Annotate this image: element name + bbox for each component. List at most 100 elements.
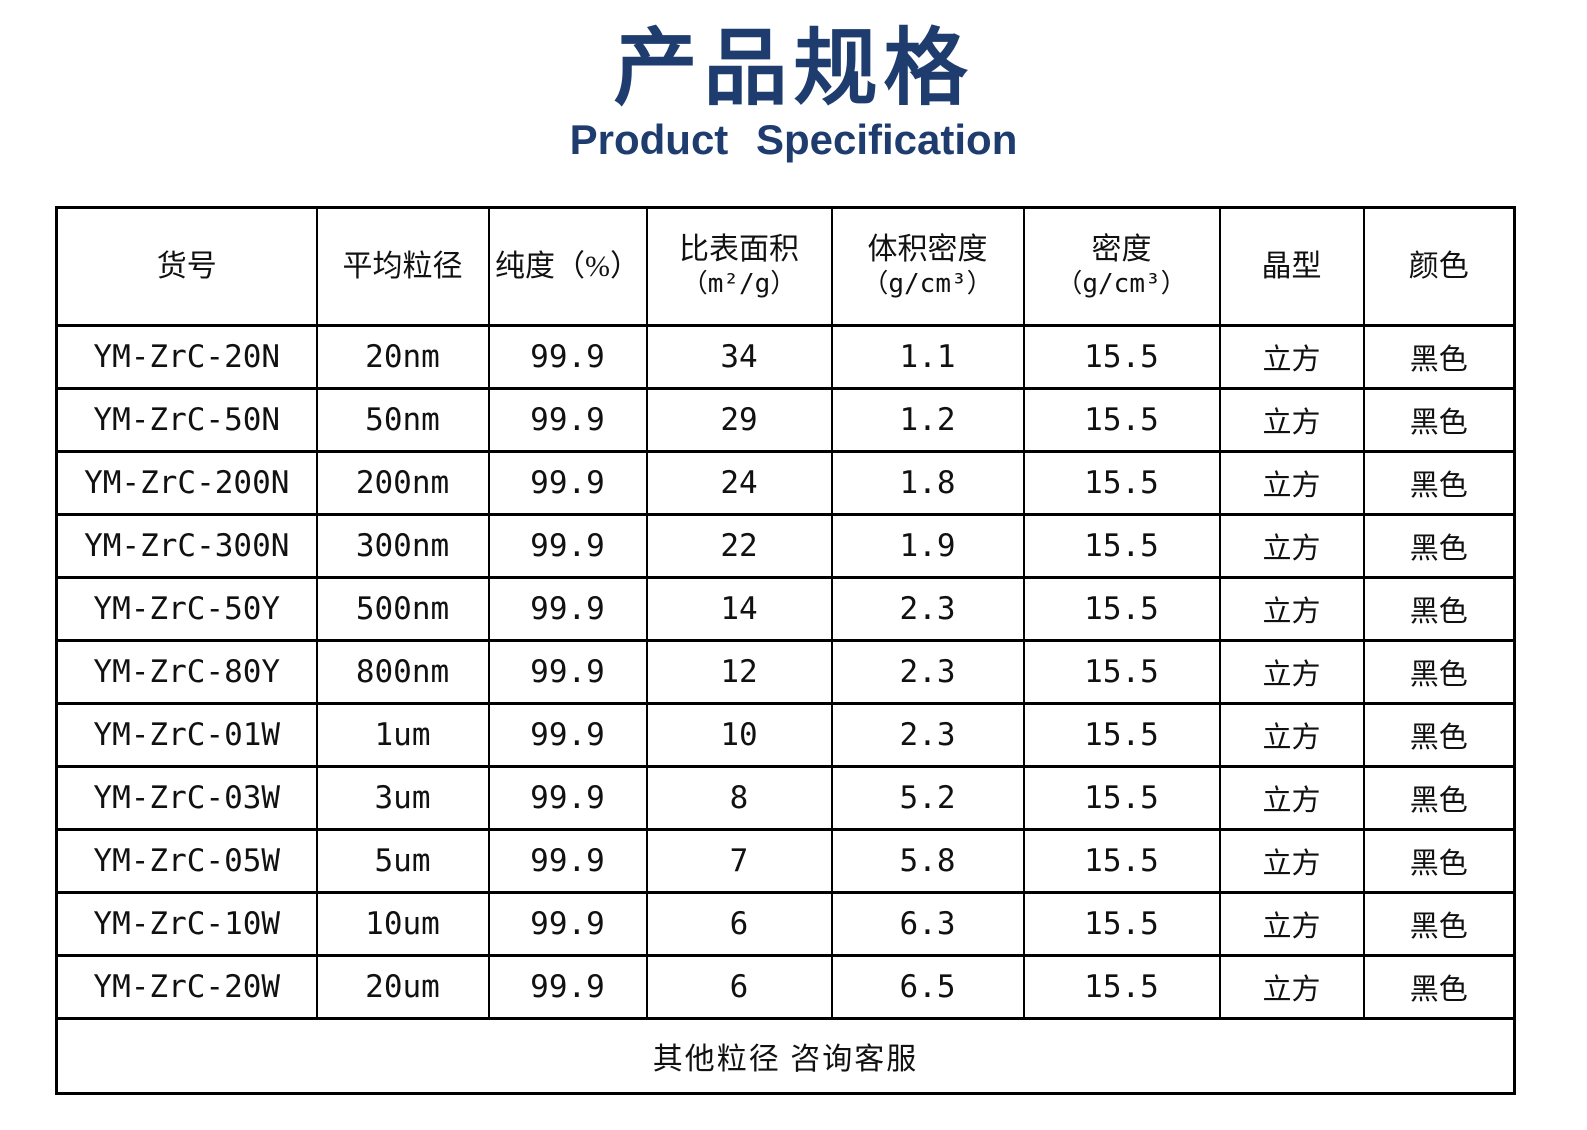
- cell-bulk-density: 6.3: [830, 891, 1025, 957]
- cell-purity: 99.9: [487, 828, 648, 894]
- table-row: YM-ZrC-01W 1um 99.9 10 2.3 15.5 立方 黑色: [55, 702, 1516, 768]
- column-header-crystal-type: 晶型: [1218, 206, 1365, 327]
- cell-bulk-density: 1.8: [830, 450, 1025, 516]
- cell-crystal-type: 立方: [1218, 891, 1365, 957]
- cell-color: 黑色: [1362, 450, 1516, 516]
- cell-surface-area: 7: [645, 828, 833, 894]
- table-footer: 其他粒径 咨询客服: [55, 1017, 1516, 1095]
- cell-bulk-density: 1.2: [830, 387, 1025, 453]
- spec-table-wrap: 货号 平均粒径 纯度（%） 比表面积 （m²/g） 体积密度 （g/cm³） 密度 （g/cm³…: [55, 206, 1516, 1095]
- cell-color: 黑色: [1362, 387, 1516, 453]
- cell-density: 15.5: [1022, 324, 1221, 390]
- cell-purity: 99.9: [487, 639, 648, 705]
- cell-particle-size: 20um: [315, 954, 490, 1020]
- cell-surface-area: 6: [645, 954, 833, 1020]
- cell-crystal-type: 立方: [1218, 954, 1365, 1020]
- cell-density: 15.5: [1022, 765, 1221, 831]
- column-header-label: 密度: [1091, 232, 1152, 266]
- cell-surface-area: 29: [645, 387, 833, 453]
- cell-color: 黑色: [1362, 513, 1516, 579]
- column-header-unit: （g/cm³）: [1056, 269, 1187, 300]
- cell-item-no: YM-ZrC-05W: [55, 828, 318, 894]
- cell-crystal-type: 立方: [1218, 639, 1365, 705]
- cell-particle-size: 20nm: [315, 324, 490, 390]
- cell-crystal-type: 立方: [1218, 513, 1365, 579]
- page-subtitle: Product Specification: [569, 116, 1018, 164]
- cell-particle-size: 10um: [315, 891, 490, 957]
- cell-crystal-type: 立方: [1218, 765, 1365, 831]
- cell-density: 15.5: [1022, 450, 1221, 516]
- cell-crystal-type: 立方: [1218, 702, 1365, 768]
- cell-purity: 99.9: [487, 513, 648, 579]
- cell-bulk-density: 1.1: [830, 324, 1025, 390]
- cell-particle-size: 500nm: [315, 576, 490, 642]
- cell-density: 15.5: [1022, 702, 1221, 768]
- cell-color: 黑色: [1362, 702, 1516, 768]
- cell-item-no: YM-ZrC-50N: [55, 387, 318, 453]
- table-row: YM-ZrC-03W 3um 99.9 8 5.2 15.5 立方 黑色: [55, 765, 1516, 831]
- cell-particle-size: 50nm: [315, 387, 490, 453]
- cell-color: 黑色: [1362, 954, 1516, 1020]
- cell-bulk-density: 2.3: [830, 702, 1025, 768]
- table-row: YM-ZrC-50N 50nm 99.9 29 1.2 15.5 立方 黑色: [55, 387, 1516, 453]
- cell-bulk-density: 2.3: [830, 639, 1025, 705]
- cell-density: 15.5: [1022, 639, 1221, 705]
- column-header-label: 晶型: [1261, 249, 1322, 283]
- cell-bulk-density: 2.3: [830, 576, 1025, 642]
- header-row: 货号 平均粒径 纯度（%） 比表面积 （m²/g） 体积密度 （g/cm³） 密度 （g/cm³…: [55, 206, 1516, 327]
- cell-particle-size: 5um: [315, 828, 490, 894]
- cell-density: 15.5: [1022, 387, 1221, 453]
- column-header-label: 比表面积: [679, 232, 799, 266]
- cell-color: 黑色: [1362, 891, 1516, 957]
- cell-density: 15.5: [1022, 576, 1221, 642]
- table-row: YM-ZrC-50Y 500nm 99.9 14 2.3 15.5 立方 黑色: [55, 576, 1516, 642]
- column-header-unit: （m²/g）: [681, 269, 797, 300]
- cell-purity: 99.9: [487, 765, 648, 831]
- cell-surface-area: 14: [645, 576, 833, 642]
- footer-row: 其他粒径 咨询客服: [55, 1017, 1516, 1095]
- cell-surface-area: 6: [645, 891, 833, 957]
- table-row: YM-ZrC-10W 10um 99.9 6 6.3 15.5 立方 黑色: [55, 891, 1516, 957]
- cell-particle-size: 1um: [315, 702, 490, 768]
- cell-item-no: YM-ZrC-10W: [55, 891, 318, 957]
- table-row: YM-ZrC-200N 200nm 99.9 24 1.8 15.5 立方 黑色: [55, 450, 1516, 516]
- column-header-particle-size: 平均粒径: [315, 206, 490, 327]
- cell-purity: 99.9: [487, 324, 648, 390]
- cell-particle-size: 3um: [315, 765, 490, 831]
- cell-surface-area: 12: [645, 639, 833, 705]
- column-header-label: 纯度（%）: [495, 249, 640, 283]
- cell-particle-size: 300nm: [315, 513, 490, 579]
- column-header-label: 颜色: [1408, 249, 1469, 283]
- column-header-label: 货号: [156, 249, 217, 283]
- spec-table: 货号 平均粒径 纯度（%） 比表面积 （m²/g） 体积密度 （g/cm³） 密度 （g/cm³…: [55, 206, 1516, 1095]
- cell-density: 15.5: [1022, 513, 1221, 579]
- cell-purity: 99.9: [487, 387, 648, 453]
- column-header-bulk-density: 体积密度 （g/cm³）: [830, 206, 1025, 327]
- column-header-unit: （g/cm³）: [862, 269, 993, 300]
- cell-crystal-type: 立方: [1218, 576, 1365, 642]
- column-header-label: 体积密度: [867, 232, 988, 266]
- column-header-label: 平均粒径: [342, 249, 463, 283]
- cell-density: 15.5: [1022, 828, 1221, 894]
- cell-color: 黑色: [1362, 576, 1516, 642]
- cell-surface-area: 8: [645, 765, 833, 831]
- cell-item-no: YM-ZrC-20N: [55, 324, 318, 390]
- cell-item-no: YM-ZrC-80Y: [55, 639, 318, 705]
- cell-crystal-type: 立方: [1218, 387, 1365, 453]
- cell-purity: 99.9: [487, 702, 648, 768]
- cell-item-no: YM-ZrC-20W: [55, 954, 318, 1020]
- table-body: YM-ZrC-20N 20nm 99.9 34 1.1 15.5 立方 黑色 YM-ZrC-50…: [55, 324, 1516, 1020]
- cell-crystal-type: 立方: [1218, 828, 1365, 894]
- header-block: 产品规格 Product Specification: [0, 0, 1587, 164]
- cell-surface-area: 22: [645, 513, 833, 579]
- footer-note: 其他粒径 咨询客服: [55, 1017, 1516, 1095]
- cell-purity: 99.9: [487, 576, 648, 642]
- cell-bulk-density: 5.2: [830, 765, 1025, 831]
- cell-item-no: YM-ZrC-03W: [55, 765, 318, 831]
- cell-bulk-density: 5.8: [830, 828, 1025, 894]
- cell-surface-area: 24: [645, 450, 833, 516]
- cell-particle-size: 200nm: [315, 450, 490, 516]
- cell-color: 黑色: [1362, 765, 1516, 831]
- cell-surface-area: 10: [645, 702, 833, 768]
